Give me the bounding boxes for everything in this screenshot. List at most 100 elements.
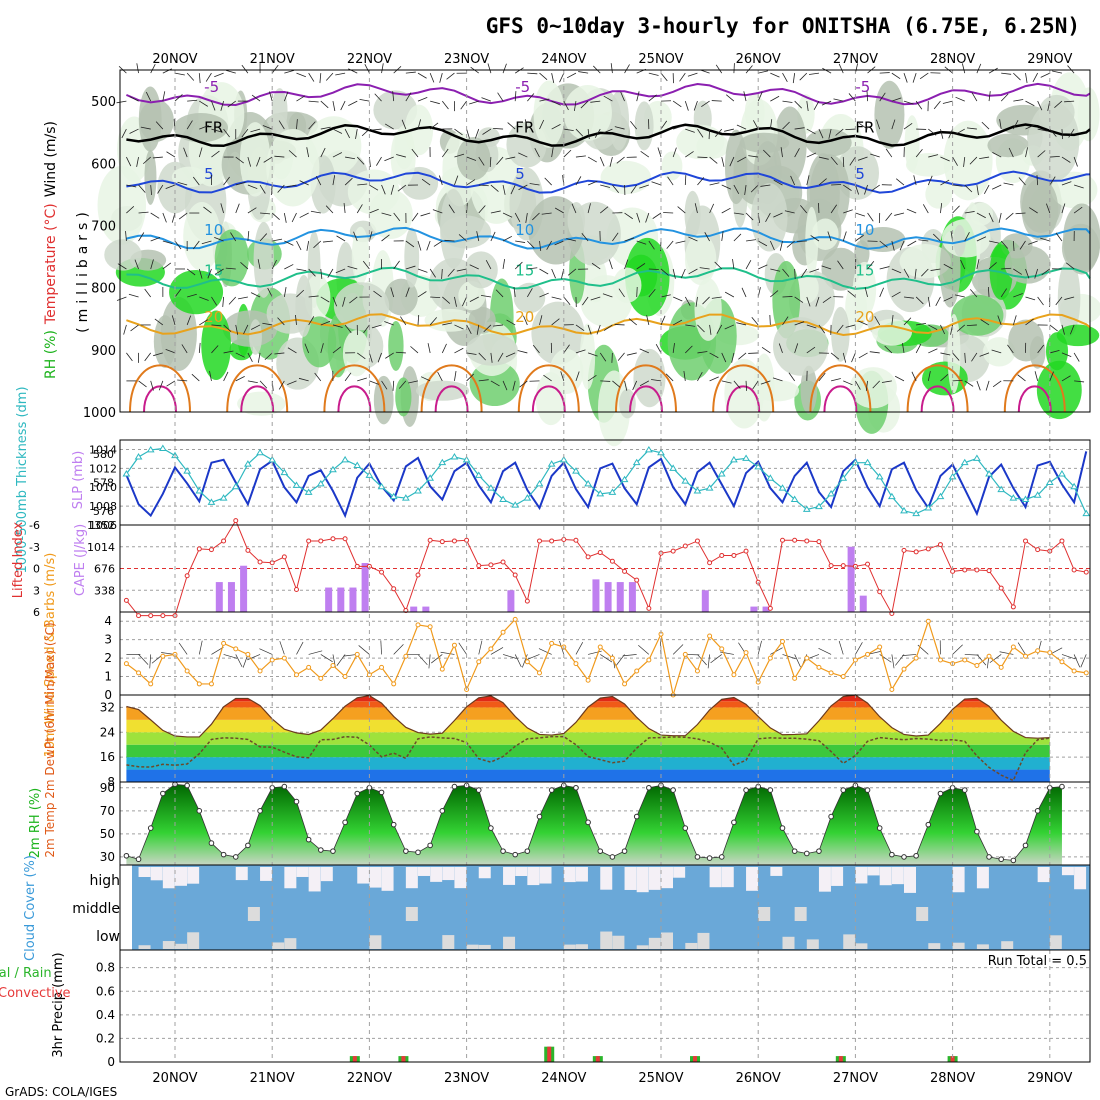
wind-barb [497, 352, 504, 362]
temperature-contour-label: 15 [515, 261, 534, 279]
temp-tick: 24 [100, 725, 115, 739]
wind-barb [966, 127, 977, 130]
xsec-units-text: (millibars) [75, 207, 91, 333]
wind-barb [162, 91, 166, 102]
wind-barb [903, 296, 914, 299]
wind-barb [600, 184, 611, 188]
wind-barb [1061, 324, 1065, 335]
wind-barb [320, 268, 323, 279]
wind-barb [405, 240, 415, 248]
cloud-high-bar [976, 867, 989, 889]
precip-convective-bar [838, 1056, 843, 1062]
wind-barb [666, 240, 674, 249]
wind-barb [660, 268, 669, 276]
rh-shade-blob [404, 227, 420, 288]
wind-barb [138, 184, 146, 193]
wind-barb [575, 176, 582, 186]
thickness-tick: 576 [93, 505, 114, 518]
wind-barb [296, 268, 307, 272]
wind-barb [1049, 324, 1058, 332]
wind-barb [1029, 207, 1038, 214]
rh-label-text: 2m RH (%) [28, 788, 43, 859]
wind-barb [940, 324, 946, 335]
wind-barb [126, 156, 132, 167]
wind-barb [539, 98, 550, 102]
rh-marker [427, 842, 433, 849]
wind-barb [651, 379, 662, 382]
rh-tick: 90 [100, 781, 115, 795]
rh-marker [864, 787, 871, 793]
rh-marker [184, 782, 190, 789]
temp-band [126, 719, 1050, 733]
wind-barb [891, 240, 895, 251]
lifted-index-marker [512, 572, 518, 578]
wind-barb [616, 156, 625, 164]
lifted-index-marker [488, 562, 494, 568]
wind-speed-marker [512, 616, 518, 622]
thickness-marker [183, 467, 192, 474]
temperature-arch [434, 385, 469, 413]
wind-barb [988, 262, 997, 270]
wind-barb [392, 91, 395, 102]
wind-barb [955, 96, 965, 102]
thickness-marker [802, 505, 811, 512]
lifted-index-marker [318, 538, 324, 544]
wind-barb [733, 380, 741, 389]
wind-barb [782, 316, 789, 326]
wind-barb [985, 380, 990, 391]
wind-barb [506, 319, 516, 326]
wind-barb [709, 156, 718, 164]
rh-shade-blob [925, 179, 953, 209]
xsec-y-tick: 500 [91, 95, 116, 110]
temp-band [126, 732, 1050, 745]
cloud-low-bar [782, 936, 795, 949]
wind-barb [639, 380, 650, 387]
wind-barb [342, 296, 346, 307]
wind-barb [332, 101, 336, 111]
wind-barb [357, 352, 366, 360]
wind-barb [632, 380, 638, 391]
wind-barb [630, 121, 638, 130]
wind-barb [466, 179, 476, 186]
precip-convective-bar [693, 1056, 698, 1062]
wind-barb [296, 95, 306, 102]
wind-barb [667, 176, 674, 186]
wind-barb [144, 288, 152, 298]
wind-speed-marker [913, 655, 919, 661]
rh-marker [779, 825, 786, 831]
cape-bar [750, 606, 758, 612]
date-label-bottom: 22NOV [347, 1071, 392, 1086]
cloud-high-bar [296, 867, 309, 877]
lifted-index-marker [597, 550, 603, 556]
lifted-index-tick: 3 [33, 584, 40, 597]
wind-barb [952, 184, 963, 187]
wind-barb [502, 235, 513, 242]
cloud-low-bar [563, 944, 576, 949]
rh-shade-blob [634, 101, 654, 151]
wind-barb [121, 128, 127, 139]
cloud-high-bar [831, 867, 844, 886]
wind-barb [544, 177, 552, 186]
wind-barb [645, 212, 650, 223]
wind-barb [238, 296, 248, 300]
precip-convective-bar [352, 1056, 357, 1062]
wind-barb [773, 212, 783, 218]
xsec-y-label: RH (%)Temperature (°C)Wind (m/s) [43, 121, 59, 379]
lifted-index-marker [221, 538, 227, 544]
rh-marker [646, 784, 652, 791]
wind-barb [198, 147, 203, 158]
rh-marker [767, 787, 774, 793]
wind-barb [810, 235, 820, 242]
wind-barb [757, 91, 763, 102]
lifted-index-marker [816, 539, 822, 545]
wind-speed-marker [294, 672, 299, 678]
wind-barb [636, 91, 640, 102]
lifted-index-marker [731, 552, 737, 558]
precip-tick: 0.6 [96, 984, 115, 998]
thickness-marker [244, 460, 252, 467]
wind-barb [988, 240, 999, 244]
precip-convective-bar [547, 1046, 552, 1062]
temperature-arch [809, 364, 872, 413]
wind-barb-10m [720, 651, 734, 655]
wind-barb [813, 100, 820, 111]
